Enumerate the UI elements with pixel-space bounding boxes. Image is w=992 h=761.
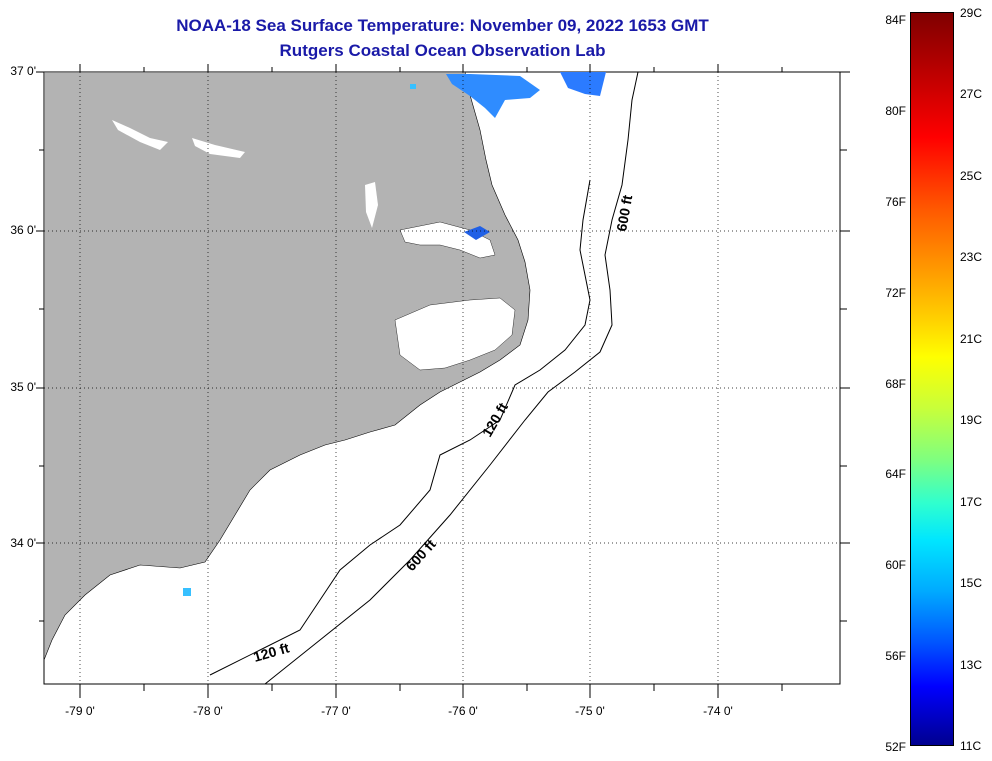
lat-label-37: 37 0' [10, 64, 36, 78]
sst-patch-small [410, 84, 416, 89]
colorbar-c-label: 21C [960, 332, 983, 346]
colorbar-f-label: 80F [885, 104, 906, 118]
colorbar-c-label: 17C [960, 495, 983, 509]
colorbar-c-label: 25C [960, 169, 983, 183]
colorbar-f-label: 76F [885, 195, 906, 209]
lat-label-35: 35 0' [10, 380, 36, 394]
lon-label-78: -78 0' [193, 704, 223, 718]
sst-patch-northeast [560, 72, 606, 96]
sst-map: 600 ft 120 ft 600 ft 120 ft [36, 64, 850, 698]
contour-label-600ft-north: 600 ft [613, 193, 635, 232]
colorbar-f-label: 56F [885, 649, 906, 663]
inland-lake-west [112, 120, 168, 150]
sst-patch-chesapeake [446, 74, 540, 118]
colorbar-c-label: 27C [960, 87, 983, 101]
colorbar-f-label: 68F [885, 377, 906, 391]
colorbar-f-label: 64F [885, 467, 906, 481]
colorbar-c-label: 11C [960, 739, 982, 753]
lon-label-79: -79 0' [65, 704, 95, 718]
lon-label-77: -77 0' [321, 704, 351, 718]
colorbar-c-label: 19C [960, 413, 983, 427]
graticule [44, 72, 840, 684]
lon-label-76: -76 0' [448, 704, 478, 718]
lat-label-36: 36 0' [10, 223, 36, 237]
inland-lake-east [192, 138, 245, 158]
river-estuary [365, 182, 378, 228]
contour-600ft [264, 71, 639, 685]
sst-patch-offshore [183, 588, 191, 596]
colorbar-c-label: 29C [960, 6, 983, 20]
colorbar-f-label: 60F [885, 558, 906, 572]
land-mass [43, 71, 531, 661]
lat-label-34: 34 0' [10, 536, 36, 550]
colorbar-f-label: 84F [885, 13, 906, 27]
lon-label-74: -74 0' [703, 704, 733, 718]
colorbar-c-label: 13C [960, 658, 983, 672]
temperature-colorbar [910, 12, 954, 746]
axis-ticks [36, 64, 850, 698]
sst-patch-sound [464, 226, 490, 240]
colorbar-c-label: 23C [960, 250, 983, 264]
map-subtitle: Rutgers Coastal Ocean Observation Lab [279, 41, 606, 60]
map-title: NOAA-18 Sea Surface Temperature: Novembe… [176, 16, 709, 35]
contour-120ft [209, 179, 591, 676]
colorbar-f-label: 52F [885, 740, 906, 754]
colorbar-f-label: 72F [885, 286, 906, 300]
colorbar-c-label: 15C [960, 576, 983, 590]
lon-label-75: -75 0' [575, 704, 605, 718]
